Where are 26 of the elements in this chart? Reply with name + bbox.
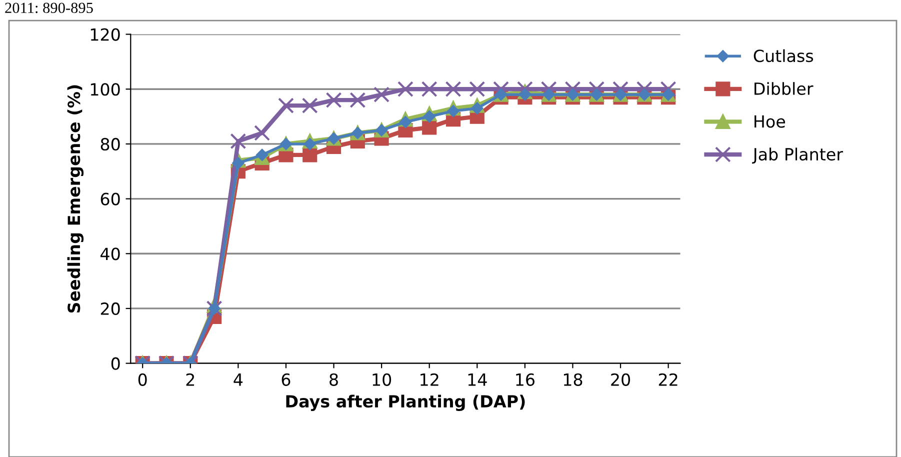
y-tick-label: 40 bbox=[100, 248, 120, 260]
y-tick-label: 100 bbox=[90, 83, 120, 96]
x-tick-label: 12 bbox=[420, 373, 438, 386]
y-tick-label: 60 bbox=[100, 192, 120, 206]
legend-label: Cutlass bbox=[754, 49, 814, 62]
x-tick-label: 22 bbox=[658, 373, 678, 386]
legend-label: Hoe bbox=[754, 115, 786, 128]
x-axis-title: Days after Planting (DAP) bbox=[286, 394, 525, 411]
y-tick-label: 80 bbox=[100, 138, 120, 151]
x-tick-label: 2 bbox=[186, 373, 194, 386]
y-axis-title: Seedling Emergence (%) bbox=[67, 85, 84, 313]
y-tick-label: 120 bbox=[90, 28, 120, 41]
x-tick-label: 18 bbox=[564, 373, 582, 386]
y-tick-label: 0 bbox=[111, 357, 120, 370]
x-tick-label: 6 bbox=[282, 373, 290, 386]
x-tick-label: 4 bbox=[234, 374, 243, 386]
legend-label: Dibbler bbox=[754, 82, 814, 95]
x-tick-label: 20 bbox=[611, 373, 630, 386]
x-tick-label: 14 bbox=[468, 374, 487, 386]
x-tick-label: 8 bbox=[330, 373, 338, 386]
x-tick-label: 16 bbox=[516, 373, 534, 386]
legend-label: Jab Planter bbox=[752, 148, 844, 164]
x-tick-label: 0 bbox=[138, 373, 147, 386]
x-tick-label: 10 bbox=[372, 373, 392, 386]
text: 2011: 890-895 bbox=[5, 2, 93, 14]
y-tick-label: 20 bbox=[100, 302, 120, 316]
